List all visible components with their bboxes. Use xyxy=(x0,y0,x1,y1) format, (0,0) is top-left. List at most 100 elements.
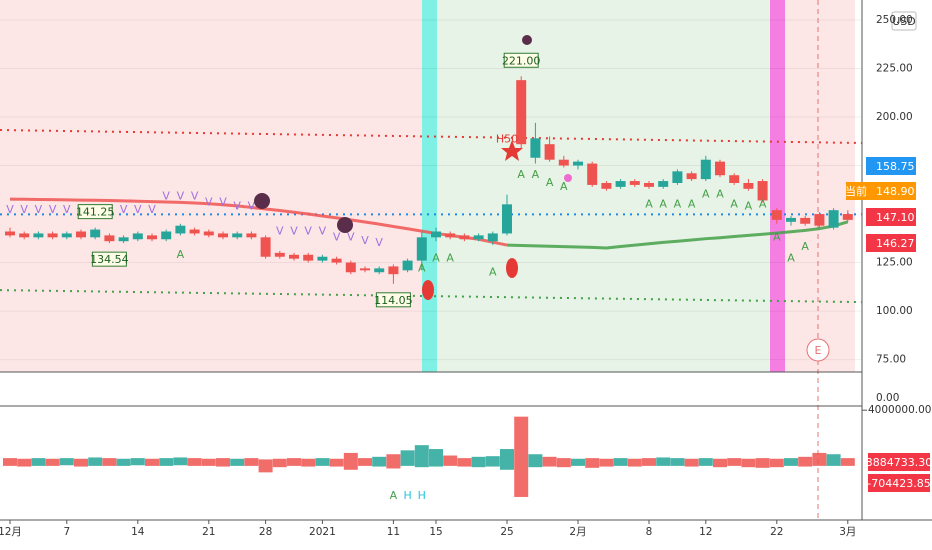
volume-bar xyxy=(840,458,855,466)
x-tick-label: 12 xyxy=(699,526,712,538)
signal: V xyxy=(162,190,170,203)
annotation-box xyxy=(91,251,127,267)
signal: V xyxy=(319,225,327,238)
volume-bar xyxy=(485,456,500,467)
volume-bar xyxy=(130,458,145,466)
candle-body xyxy=(445,233,456,238)
signal: A xyxy=(801,240,809,253)
signal: A xyxy=(177,248,185,261)
signal: V xyxy=(49,203,57,216)
signal: A xyxy=(787,252,795,265)
signal: A xyxy=(659,197,667,210)
signal: V xyxy=(333,230,341,243)
circle-marker xyxy=(254,193,270,209)
signal: A xyxy=(446,252,454,265)
volume-signal: A xyxy=(390,489,398,502)
candle-body xyxy=(189,229,200,234)
signal: A xyxy=(730,197,738,210)
candle-body xyxy=(175,225,186,234)
volume-bar xyxy=(443,455,458,466)
volume-bar xyxy=(372,456,387,467)
volume-bar xyxy=(812,452,827,466)
annotation: 134.54 xyxy=(90,253,129,266)
volume-bar xyxy=(727,458,742,466)
candle-body xyxy=(672,171,683,183)
candle-body xyxy=(104,235,115,242)
circle-marker xyxy=(522,35,532,45)
candle-body xyxy=(203,231,214,236)
annotation-box xyxy=(375,292,411,308)
annotation: 221.00 xyxy=(502,54,541,67)
price-tag-prefix: 当前 xyxy=(845,184,867,198)
x-tick-label: 7 xyxy=(63,526,70,538)
annotation-box xyxy=(77,204,113,220)
candle-body xyxy=(5,231,15,236)
signal: A xyxy=(418,261,426,274)
signal: A xyxy=(674,197,682,210)
volume-bar xyxy=(59,458,74,466)
candle-body xyxy=(218,233,228,238)
bg-bear xyxy=(0,0,422,372)
volume-bar xyxy=(74,458,88,467)
volume-bar xyxy=(414,445,429,468)
candle-body xyxy=(459,235,470,240)
volume-bar xyxy=(258,459,273,473)
volume-bar xyxy=(329,458,344,467)
volume-bar xyxy=(116,458,131,466)
candle-body xyxy=(516,80,527,145)
volume-bar xyxy=(17,458,32,467)
volume-tag-label: 3884733.30 xyxy=(866,456,932,469)
marker-text: H50 xyxy=(496,133,518,146)
x-tick-label: 28 xyxy=(259,526,272,538)
signal: V xyxy=(148,203,156,216)
volume-bar xyxy=(31,458,46,466)
candle-body xyxy=(303,254,314,261)
candle-body xyxy=(232,233,243,238)
volume-bar xyxy=(45,458,60,466)
volume-bar xyxy=(88,457,103,466)
signal: A xyxy=(432,252,440,265)
signal: A xyxy=(773,230,781,243)
marker-text: H50 xyxy=(510,0,532,3)
x-tick-label: 14 xyxy=(131,526,145,538)
signal: V xyxy=(205,195,213,208)
candle-body xyxy=(842,214,853,220)
bg-cyan xyxy=(422,0,437,372)
volume-bar xyxy=(826,454,841,466)
candle-body xyxy=(33,233,44,238)
candle-body xyxy=(61,233,72,238)
volume-tag xyxy=(868,474,930,492)
signal: V xyxy=(134,203,142,216)
signal: V xyxy=(304,225,312,238)
volume-bar xyxy=(287,458,301,466)
candle-body xyxy=(587,163,598,185)
volume-signal: H xyxy=(418,489,426,502)
candle-body xyxy=(76,231,86,238)
signal: V xyxy=(63,203,71,216)
candle-body xyxy=(729,175,740,183)
signal: V xyxy=(120,203,128,216)
star-marker xyxy=(501,140,523,161)
currency-box[interactable] xyxy=(891,11,917,31)
signal: A xyxy=(560,180,568,193)
volume-bar xyxy=(102,458,117,466)
x-tick-label: 25 xyxy=(500,526,513,538)
circle-marker xyxy=(422,280,434,300)
signal: A xyxy=(546,176,554,189)
candle-body xyxy=(828,210,839,228)
markers: E xyxy=(254,35,830,362)
candle-body xyxy=(700,159,711,180)
signal: V xyxy=(177,190,185,203)
signal: V xyxy=(375,236,383,249)
candle-body xyxy=(161,231,172,240)
volume-signal: H xyxy=(403,489,411,502)
volume-bar xyxy=(556,458,571,468)
candle-body xyxy=(786,217,796,222)
volume-bar xyxy=(542,456,557,467)
volume-bar xyxy=(145,458,159,466)
volume-bar xyxy=(514,416,529,497)
moving-average xyxy=(506,220,849,250)
candle-body xyxy=(132,233,143,240)
x-tick-label: 21 xyxy=(202,526,215,538)
candle-body xyxy=(147,235,157,240)
